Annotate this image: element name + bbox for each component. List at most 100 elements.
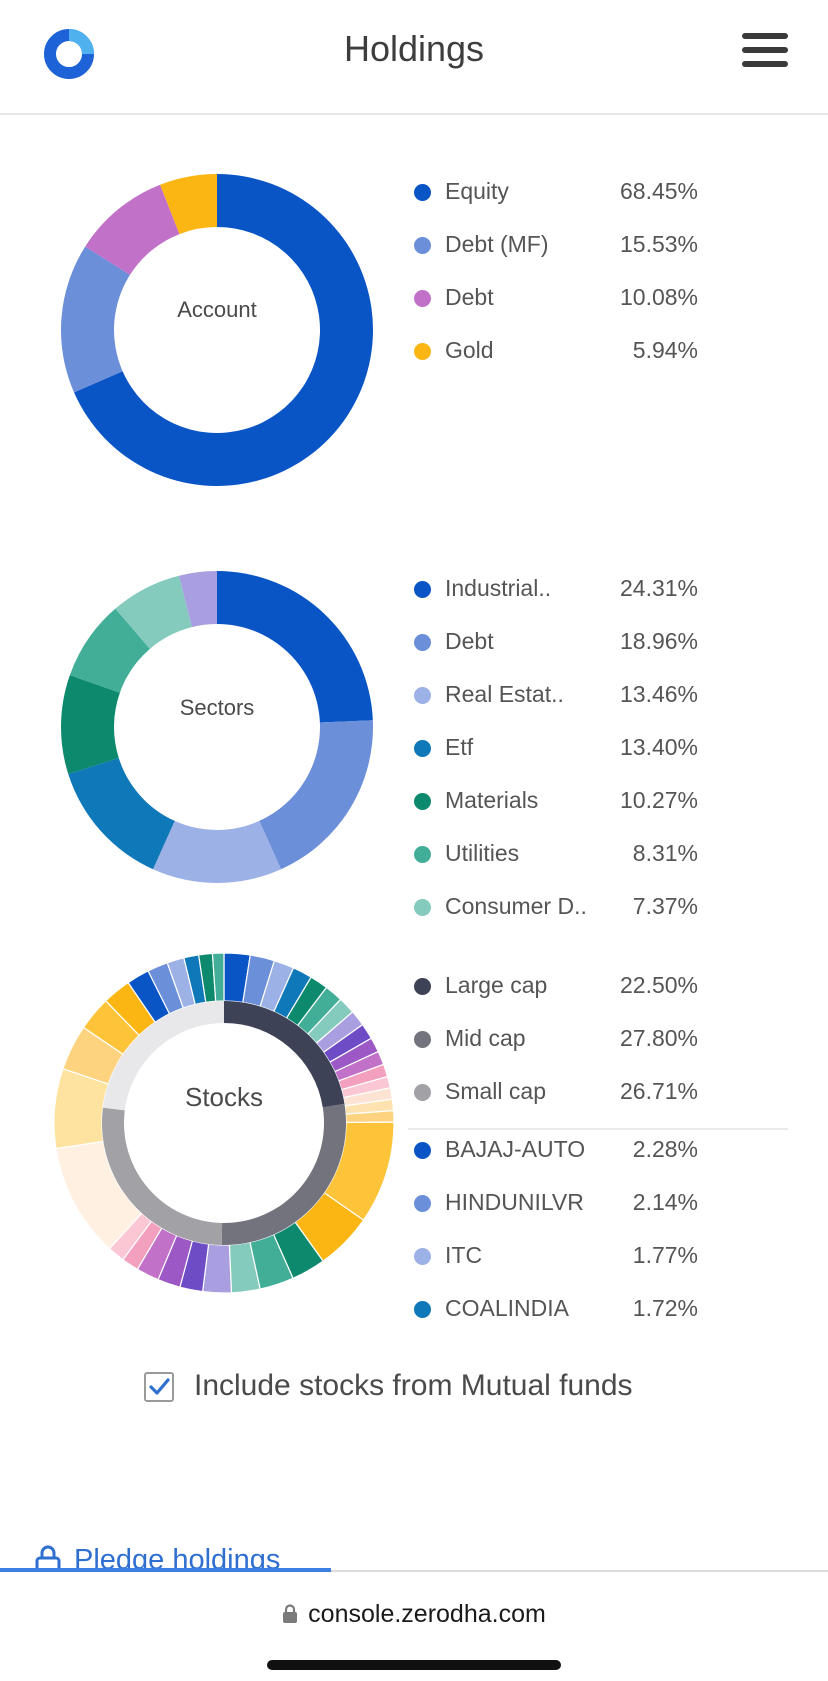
- account-slice-3[interactable]: [85, 184, 180, 275]
- include-mf-checkbox[interactable]: [144, 1372, 174, 1402]
- stock-legend-item[interactable]: HINDUNILVR 2.14%: [412, 1183, 698, 1223]
- sectors-slice-6[interactable]: [69, 608, 150, 693]
- stocks-donut-svg: [54, 953, 394, 1293]
- sectors-slice-7[interactable]: [115, 575, 192, 649]
- sectors-legend-item[interactable]: Etf 13.40%: [412, 728, 698, 768]
- sectors-legend-value: 18.96%: [619, 628, 698, 654]
- sectors-slice-2[interactable]: [259, 720, 373, 870]
- sectors-legend-name: Materials: [445, 787, 539, 813]
- sectors-legend-item[interactable]: Debt 18.96%: [412, 622, 698, 662]
- sectors-legend-item[interactable]: Materials 10.27%: [412, 781, 698, 821]
- account-legend-item[interactable]: Debt 10.08%: [412, 278, 698, 318]
- sectors-legend-value: 8.31%: [632, 840, 698, 866]
- account-legend-name: Equity: [445, 178, 509, 204]
- market-cap-legend-item[interactable]: Large cap 22.50%: [412, 966, 698, 1006]
- sectors-slice-5[interactable]: [61, 675, 120, 774]
- sectors-legend-name: Industrial..: [445, 575, 552, 601]
- stock-legend-item[interactable]: ITC 1.77%: [412, 1236, 698, 1276]
- account-legend-value: 68.45%: [619, 178, 698, 204]
- stock-legend-dot: [414, 1248, 431, 1265]
- account-legend-value: 5.94%: [632, 337, 698, 363]
- sectors-legend-item[interactable]: Consumer D.. 7.37%: [412, 887, 698, 927]
- account-legend-name: Debt (MF): [445, 231, 549, 257]
- sectors-legend-item[interactable]: Real Estat.. 13.46%: [412, 675, 698, 715]
- sectors-slice-8[interactable]: [178, 571, 217, 628]
- market-cap-legend-value: 22.50%: [619, 972, 698, 998]
- stock-legend-dot: [414, 1195, 431, 1212]
- legend-divider: [408, 1128, 788, 1130]
- sectors-legend-item[interactable]: Utilities 8.31%: [412, 834, 698, 874]
- browser-url-bar[interactable]: console.zerodha.com: [0, 1572, 828, 1681]
- sectors-legend-name: Utilities: [445, 840, 520, 866]
- market-cap-legend-name: Mid cap: [445, 1025, 526, 1051]
- page-load-progress-fill: [0, 1568, 332, 1573]
- sectors-legend-dot: [414, 740, 431, 757]
- market-cap-legend-item[interactable]: Small cap 26.71%: [412, 1072, 698, 1112]
- stocks-donut-chart[interactable]: Stocks: [54, 953, 394, 1293]
- market-cap-legend-dot: [414, 978, 431, 995]
- stock-legend-dot: [414, 1301, 431, 1318]
- sectors-donut-chart[interactable]: Sectors: [61, 571, 373, 883]
- account-legend-item[interactable]: Debt (MF) 15.53%: [412, 225, 698, 265]
- stocks-cap-slice-4[interactable]: [102, 1001, 224, 1111]
- account-legend-value: 15.53%: [619, 231, 698, 257]
- stocks-chart-label: Stocks: [184, 1082, 264, 1112]
- market-cap-legend-value: 27.80%: [619, 1025, 698, 1051]
- stocks-cap-slice-2[interactable]: [221, 1103, 346, 1245]
- page-title: Holdings: [343, 28, 485, 69]
- sectors-legend-item[interactable]: Industrial.. 24.31%: [412, 569, 698, 609]
- stock-legend-value: 1.72%: [632, 1295, 698, 1321]
- sectors-slice-4[interactable]: [68, 758, 175, 870]
- account-donut-chart[interactable]: Account: [61, 174, 373, 486]
- stocks-cap-slice-1[interactable]: [224, 1001, 345, 1108]
- account-slice-1[interactable]: [74, 174, 373, 486]
- stocks-cap-slice-3[interactable]: [101, 1107, 223, 1245]
- account-legend-value: 10.08%: [619, 284, 698, 310]
- stock-legend-item[interactable]: BAJAJ-AUTO 2.28%: [412, 1130, 698, 1170]
- hamburger-menu-icon[interactable]: [742, 33, 788, 71]
- stock-legend-name: ITC: [445, 1242, 483, 1268]
- market-cap-legend-item[interactable]: Mid cap 27.80%: [412, 1019, 698, 1059]
- checkmark-icon: [149, 1378, 170, 1395]
- stock-legend-item[interactable]: COALINDIA 1.72%: [412, 1289, 698, 1328]
- stock-legend-name: HINDUNILVR: [445, 1189, 584, 1215]
- sectors-legend-dot: [414, 846, 431, 863]
- account-donut-svg: [61, 174, 373, 486]
- sectors-slice-3[interactable]: [152, 820, 282, 883]
- market-cap-legend-dot: [414, 1084, 431, 1101]
- sectors-legend-dot: [414, 899, 431, 916]
- account-slice-2[interactable]: [61, 246, 130, 393]
- stock-legend-name: BAJAJ-AUTO: [445, 1136, 586, 1162]
- page-load-progress: [0, 1568, 828, 1573]
- account-legend-name: Debt: [445, 284, 494, 310]
- account-legend-dot: [414, 343, 431, 360]
- sectors-legend-value: 24.31%: [619, 575, 698, 601]
- account-legend-dot: [414, 237, 431, 254]
- sectors-slice-1[interactable]: [217, 571, 373, 723]
- stock-legend-value: 2.28%: [632, 1136, 698, 1162]
- stock-legend-dot: [414, 1142, 431, 1159]
- market-cap-legend-value: 26.71%: [619, 1078, 698, 1104]
- account-slice-4[interactable]: [160, 174, 217, 235]
- sectors-legend-dot: [414, 634, 431, 651]
- account-legend-item[interactable]: Gold 5.94%: [412, 331, 698, 371]
- home-indicator[interactable]: [267, 1660, 561, 1670]
- account-legend-item[interactable]: Equity 68.45%: [412, 172, 698, 212]
- sectors-legend-value: 13.46%: [619, 681, 698, 707]
- stocks-legend-list[interactable]: BAJAJ-AUTO 2.28% HINDUNILVR 2.14% ITC 1.77% CO…: [408, 1130, 788, 1328]
- account-legend-dot: [414, 184, 431, 201]
- app-header: Holdings: [0, 0, 828, 115]
- kite-logo-icon[interactable]: [43, 28, 95, 80]
- sectors-chart-label: Sectors: [179, 695, 255, 720]
- url-display[interactable]: console.zerodha.com: [0, 1600, 828, 1629]
- stock-legend-value: 2.14%: [632, 1189, 698, 1215]
- sectors-donut-svg: [61, 571, 373, 883]
- sectors-legend-name: Consumer D..: [445, 893, 587, 919]
- sectors-legend-dot: [414, 793, 431, 810]
- stock-legend-name: COALINDIA: [445, 1295, 569, 1321]
- account-legend-name: Gold: [445, 337, 494, 363]
- sectors-legend-value: 10.27%: [619, 787, 698, 813]
- sectors-legend-value: 7.37%: [632, 893, 698, 919]
- include-mf-label[interactable]: Include stocks from Mutual funds: [194, 1369, 633, 1402]
- account-legend-dot: [414, 290, 431, 307]
